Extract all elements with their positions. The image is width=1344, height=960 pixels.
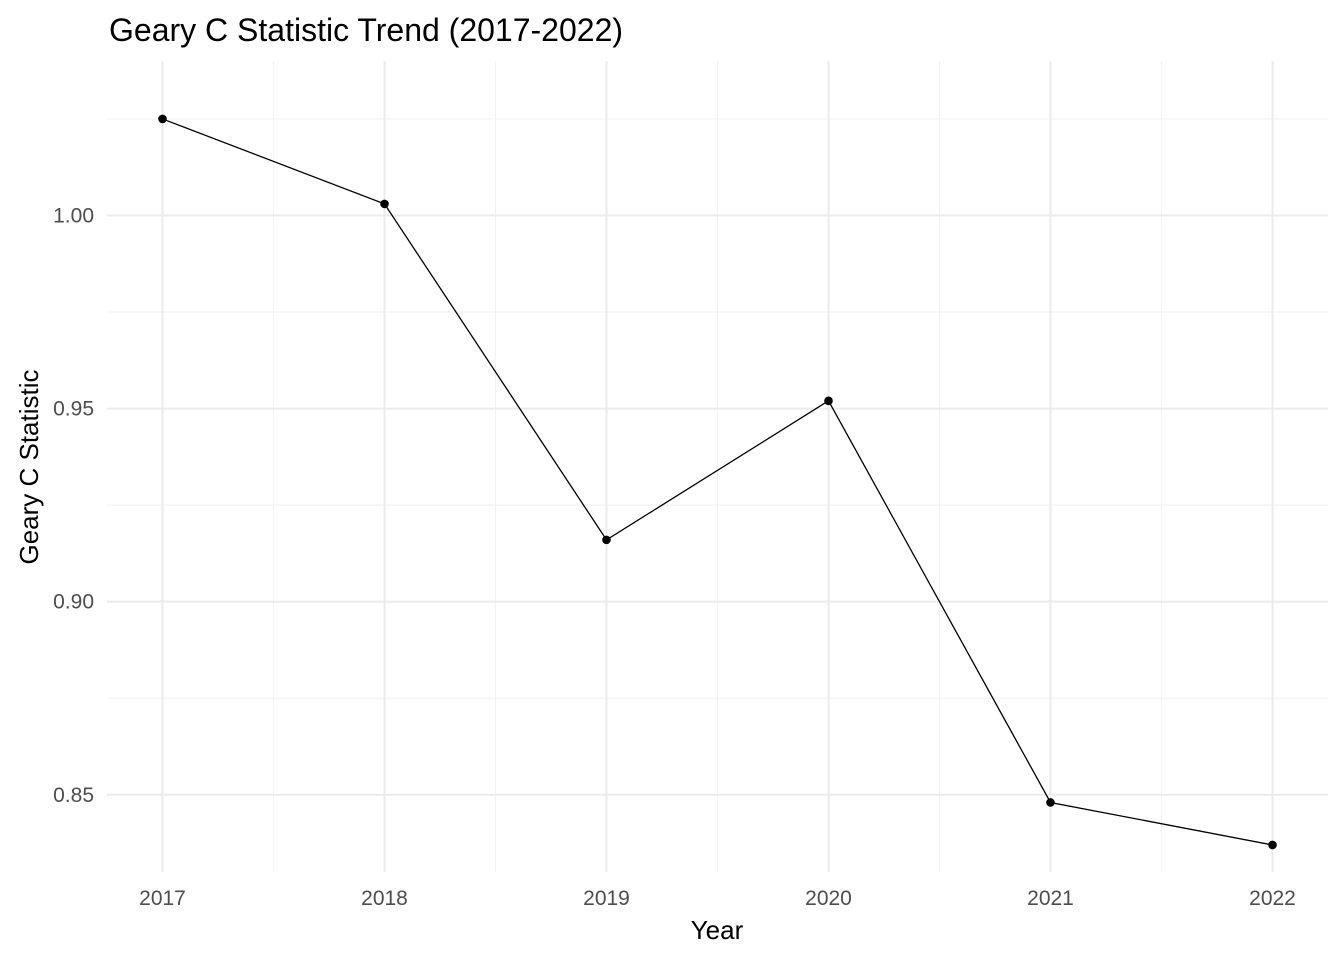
x-axis-ticks: 2017 2018 2019 2020 2021 2022 bbox=[139, 887, 1296, 910]
x-tick-label: 2022 bbox=[1249, 887, 1296, 910]
y-tick-label: 0.90 bbox=[53, 591, 94, 614]
y-axis-title: Geary C Statistic bbox=[14, 369, 44, 564]
chart-title: Geary C Statistic Trend (2017-2022) bbox=[109, 12, 623, 48]
series-geary-c bbox=[158, 114, 1277, 850]
data-point bbox=[158, 114, 167, 124]
data-point bbox=[824, 396, 833, 406]
y-tick-label: 0.85 bbox=[53, 784, 94, 807]
series-line bbox=[162, 118, 1273, 846]
data-point bbox=[1268, 840, 1277, 850]
data-point bbox=[380, 199, 389, 209]
x-tick-label: 2017 bbox=[139, 887, 186, 910]
y-axis-ticks: 0.85 0.90 0.95 1.00 bbox=[53, 204, 94, 806]
x-axis-title: Year bbox=[691, 915, 744, 945]
x-tick-label: 2021 bbox=[1027, 887, 1074, 910]
data-point bbox=[602, 535, 611, 545]
grid bbox=[107, 61, 1328, 872]
y-tick-label: 1.00 bbox=[53, 204, 94, 227]
x-tick-label: 2019 bbox=[583, 887, 630, 910]
y-tick-label: 0.95 bbox=[53, 398, 94, 421]
data-point bbox=[1046, 798, 1055, 807]
x-tick-label: 2018 bbox=[361, 887, 408, 910]
x-tick-label: 2020 bbox=[805, 887, 852, 910]
